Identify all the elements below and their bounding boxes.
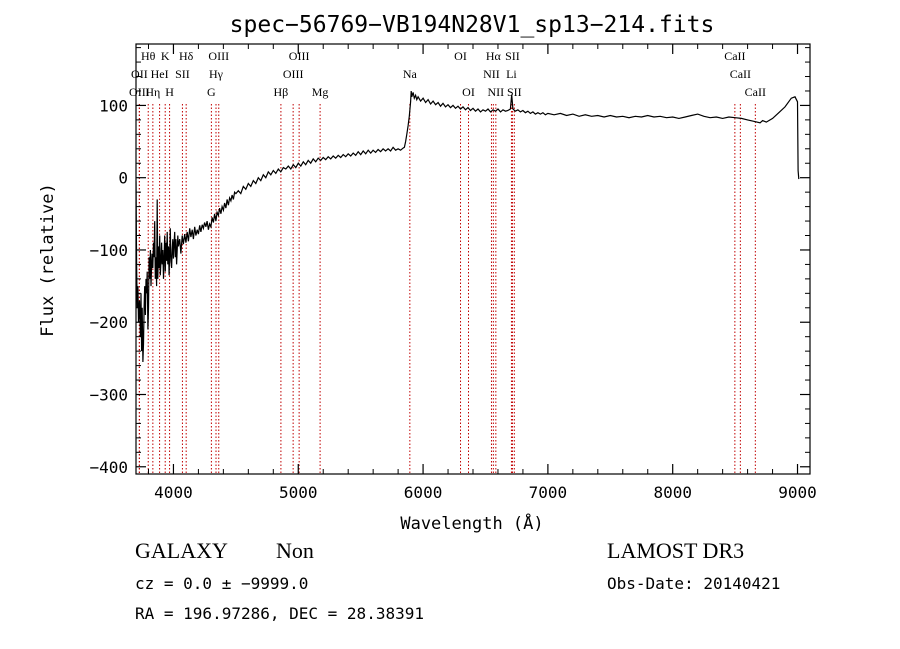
spectral-line-label: CaII — [745, 85, 766, 99]
spectral-line-label: Hθ — [141, 49, 156, 63]
spectral-line-label: NII — [483, 67, 500, 81]
spectral-line-label: OIII — [289, 49, 310, 63]
chart-title: spec−56769−VB194N28V1_sp13−214.fits — [230, 12, 715, 38]
spectral-line-label: OII — [131, 67, 148, 81]
x-tick-label: 4000 — [154, 483, 193, 502]
spectral-line-label: Na — [403, 67, 418, 81]
spectral-line-label: CaII — [724, 49, 745, 63]
spectral-line-label: CaII — [730, 67, 751, 81]
spectral-line-label: Li — [506, 67, 517, 81]
spectral-line-label: Hη — [145, 85, 160, 99]
y-tick-label: 100 — [99, 96, 128, 115]
x-tick-label: 7000 — [529, 483, 568, 502]
object-class: GALAXY — [135, 538, 228, 563]
y-tick-label: −300 — [89, 386, 128, 405]
spectrum-line — [136, 90, 800, 363]
y-axis-ticks: 100 0 −100 −200 −300 −400 — [89, 47, 810, 477]
spectral-line-label: Hα — [486, 49, 502, 63]
y-tick-label: 0 — [118, 169, 128, 188]
y-axis-label: Flux (relative) — [38, 183, 58, 337]
spectral-line-label: SII — [175, 67, 190, 81]
spectral-line-label: Mg — [312, 85, 329, 99]
spectral-line-label: Hδ — [179, 49, 194, 63]
survey-name: LAMOST DR3 — [607, 538, 744, 563]
spectral-line-labels: OIIOIIIHθHηHeIKHSIIHδGHγOIIIHβOIIIOIIIMg… — [129, 49, 766, 99]
redshift-text: cz = 0.0 ± −9999.0 — [135, 574, 308, 593]
x-axis-ticks: 4000 5000 6000 7000 8000 9000 — [147, 44, 817, 502]
spectral-line-label: NII — [488, 85, 505, 99]
x-tick-label: 9000 — [778, 483, 817, 502]
x-tick-label: 5000 — [279, 483, 318, 502]
spectral-line-markers — [138, 104, 756, 474]
obs-date-text: Obs-Date: 20140421 — [607, 574, 780, 593]
spectral-line-label: OI — [454, 49, 467, 63]
spectral-line-label: SII — [505, 49, 520, 63]
object-subclass: Non — [276, 538, 314, 563]
spectral-line-label: Hβ — [274, 85, 289, 99]
spectral-line-label: Hγ — [209, 67, 224, 81]
x-tick-label: 6000 — [404, 483, 443, 502]
coordinates-text: RA = 196.97286, DEC = 28.38391 — [135, 604, 424, 623]
spectral-line-label: SII — [507, 85, 522, 99]
spectral-line-label: G — [207, 85, 216, 99]
spectral-line-label: H — [165, 85, 174, 99]
spectral-line-label: OIII — [129, 85, 150, 99]
y-tick-label: −200 — [89, 313, 128, 332]
spectral-line-label: OIII — [283, 67, 304, 81]
x-axis-label: Wavelength (Å) — [400, 512, 543, 534]
spectral-line-label: HeI — [151, 67, 169, 81]
spectral-line-label: K — [161, 49, 170, 63]
spectral-line-label: OIII — [208, 49, 229, 63]
x-tick-label: 8000 — [653, 483, 692, 502]
y-tick-label: −400 — [89, 458, 128, 477]
y-tick-label: −100 — [89, 241, 128, 260]
spectral-line-label: OI — [462, 85, 475, 99]
